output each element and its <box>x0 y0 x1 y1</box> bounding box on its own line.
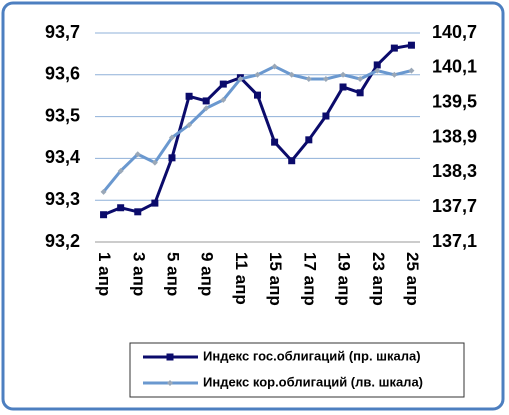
marker <box>340 71 347 78</box>
marker <box>391 71 398 78</box>
marker <box>166 353 174 361</box>
marker <box>322 75 329 82</box>
chart-frame <box>1 1 505 411</box>
y2-tick-label: 140,7 <box>432 22 477 42</box>
marker <box>134 151 141 158</box>
y-tick-label: 93,7 <box>45 22 80 42</box>
y-tick-label: 93,3 <box>45 189 80 209</box>
y-tick-label: 93,4 <box>45 147 80 167</box>
y-tick-label: 93,6 <box>45 64 80 84</box>
y-tick-label: 93,5 <box>45 105 80 125</box>
marker <box>357 75 364 82</box>
x-tick-label: 25 апр <box>403 252 422 306</box>
marker <box>254 71 261 78</box>
marker <box>305 136 313 144</box>
x-tick-label: 23 апр <box>369 252 388 306</box>
x-tick-label: 5 апр <box>163 252 182 296</box>
legend-label: Индекс гос.облигаций (пр. шкала) <box>203 348 421 363</box>
y-tick-label: 93,2 <box>45 231 80 251</box>
marker <box>339 83 347 91</box>
y2-tick-label: 140,1 <box>432 57 477 77</box>
marker <box>288 157 296 165</box>
x-tick-label: 1 апр <box>95 252 114 296</box>
x-tick-label: 17 апр <box>300 252 319 306</box>
x-tick-label: 19 апр <box>335 252 354 306</box>
marker <box>390 44 398 52</box>
marker <box>373 61 381 69</box>
y2-tick-label: 138,9 <box>432 126 477 146</box>
marker <box>305 75 312 82</box>
marker <box>117 167 124 174</box>
marker <box>237 75 244 82</box>
marker <box>203 105 210 112</box>
x-tick-label: 9 апр <box>198 252 217 296</box>
marker <box>186 121 193 128</box>
marker <box>271 63 278 70</box>
y2-tick-label: 139,5 <box>432 91 477 111</box>
marker <box>254 91 261 99</box>
marker <box>151 159 158 166</box>
x-tick-label: 3 апр <box>129 252 148 296</box>
marker <box>322 112 330 120</box>
marker <box>288 71 295 78</box>
y2-tick-label: 137,7 <box>432 196 477 216</box>
marker <box>168 154 176 162</box>
marker <box>407 41 415 49</box>
y2-tick-label: 137,1 <box>432 231 477 251</box>
marker <box>374 67 381 74</box>
x-tick-label: 11 апр <box>232 252 251 305</box>
marker <box>271 138 279 146</box>
legend-label: Индекс кор.облигаций (лв. шкала) <box>203 374 423 389</box>
marker <box>100 188 107 195</box>
marker <box>202 97 210 105</box>
marker <box>185 92 193 100</box>
marker <box>134 208 142 216</box>
y2-tick-label: 138,3 <box>432 161 477 181</box>
marker <box>151 199 159 207</box>
marker <box>167 380 173 386</box>
marker <box>220 96 227 103</box>
marker <box>117 204 125 212</box>
marker <box>100 211 108 219</box>
marker <box>219 80 227 88</box>
legend-box <box>129 342 465 398</box>
marker <box>356 89 364 97</box>
marker <box>168 134 175 141</box>
marker <box>408 67 415 74</box>
x-tick-label: 15 апр <box>266 252 285 306</box>
